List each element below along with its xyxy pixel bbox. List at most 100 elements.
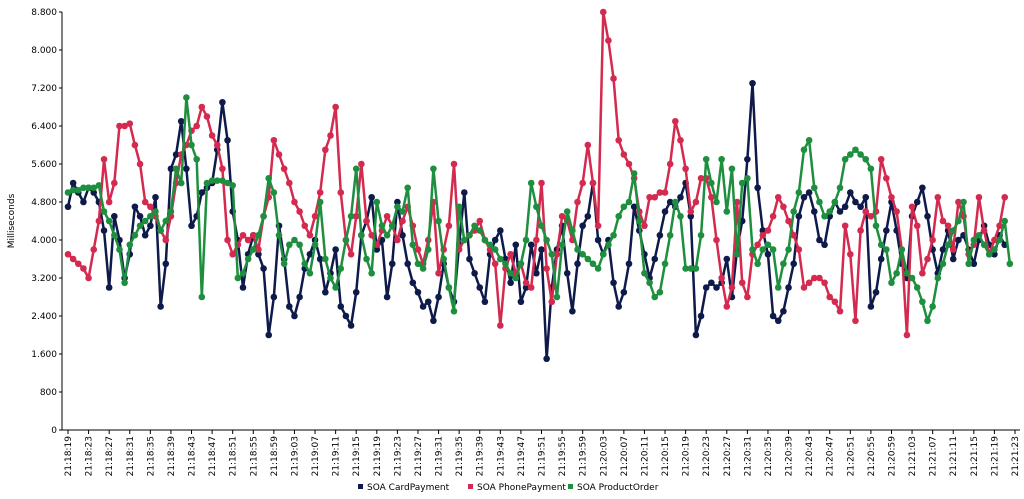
data-point [131, 203, 139, 211]
data-point [64, 250, 72, 258]
data-point [322, 146, 329, 154]
data-point [198, 103, 206, 111]
data-point [893, 269, 900, 277]
data-point [244, 255, 252, 263]
data-point [888, 193, 895, 201]
data-point [358, 160, 365, 168]
data-point [332, 284, 339, 291]
data-point [790, 231, 797, 239]
data-point [687, 265, 695, 272]
data-point [826, 293, 834, 301]
data-point [121, 122, 128, 130]
data-point [780, 203, 787, 211]
data-point [239, 231, 247, 239]
data-point [322, 288, 329, 296]
data-point [172, 165, 180, 173]
data-point [656, 231, 664, 239]
data-point [955, 217, 962, 225]
data-point [476, 284, 484, 291]
data-point [476, 227, 484, 234]
data-point [810, 274, 818, 282]
data-point [291, 312, 298, 320]
data-point [831, 198, 839, 206]
data-point [805, 136, 813, 144]
data-point [862, 208, 870, 215]
x-tick-label: 21:21:23 [1011, 436, 1021, 476]
data-point [198, 293, 206, 301]
data-point [409, 241, 417, 249]
x-tick-label: 21:18:43 [188, 436, 198, 476]
data-point [157, 303, 164, 310]
data-point [744, 293, 751, 301]
data-point [610, 279, 617, 287]
x-tick-label: 21:20:27 [723, 436, 733, 476]
data-point [774, 284, 782, 291]
data-point [790, 208, 797, 215]
data-point [764, 250, 772, 258]
x-tick-label: 21:20:07 [620, 436, 630, 476]
data-point [188, 222, 195, 230]
data-point [584, 255, 592, 263]
data-point [337, 303, 345, 310]
data-point [991, 236, 998, 244]
data-point [291, 236, 298, 244]
data-point [507, 279, 514, 287]
data-point [800, 193, 808, 201]
data-point [486, 241, 494, 249]
data-point [677, 136, 684, 144]
data-point [857, 203, 864, 211]
data-point [136, 222, 144, 230]
data-point [692, 265, 700, 272]
x-tick-label: 21:18:23 [85, 436, 95, 476]
data-point [718, 274, 725, 282]
data-point [625, 198, 633, 206]
data-point [460, 236, 468, 244]
data-point [996, 236, 1003, 244]
data-point [311, 212, 319, 220]
data-point [692, 331, 700, 339]
y-tick-label: 8.000 [31, 46, 57, 56]
x-tick-label: 21:20:47 [826, 436, 836, 476]
x-tick-label: 21:21:15 [970, 436, 980, 476]
data-point [548, 250, 556, 258]
y-axis-label: Milliseconds [7, 193, 17, 248]
data-point [666, 198, 674, 206]
data-point [162, 260, 170, 268]
data-point [424, 298, 432, 306]
data-point [131, 141, 139, 149]
data-point [733, 250, 741, 258]
data-point [533, 203, 540, 211]
data-point [213, 141, 221, 149]
data-point [466, 231, 473, 239]
data-point [903, 331, 911, 339]
x-tick-label: 21:20:51 [846, 436, 856, 476]
data-point [826, 208, 834, 215]
data-point [877, 255, 885, 263]
x-tick-label: 21:20:19 [682, 436, 692, 477]
data-point [713, 284, 720, 291]
data-point [1001, 217, 1009, 225]
data-point [507, 250, 514, 258]
data-point [697, 174, 705, 182]
data-point [672, 198, 679, 206]
data-point [394, 236, 401, 244]
data-point [419, 303, 427, 310]
data-point [316, 189, 324, 196]
data-point [414, 260, 422, 268]
data-point [646, 193, 653, 201]
legend-swatch [358, 484, 363, 489]
data-point [723, 255, 731, 263]
data-point [836, 184, 844, 192]
data-point [867, 212, 875, 220]
data-point [975, 193, 983, 201]
data-point [95, 217, 103, 225]
x-tick-label: 21:19:31 [435, 436, 445, 476]
y-tick-label: 3.200 [31, 274, 57, 284]
x-tick-label: 21:18:35 [146, 436, 156, 476]
data-point [939, 246, 947, 253]
data-point [852, 317, 859, 325]
data-point [651, 193, 659, 201]
data-point [620, 151, 628, 158]
x-tick-label: 21:20:11 [640, 436, 650, 476]
data-point [924, 212, 931, 220]
